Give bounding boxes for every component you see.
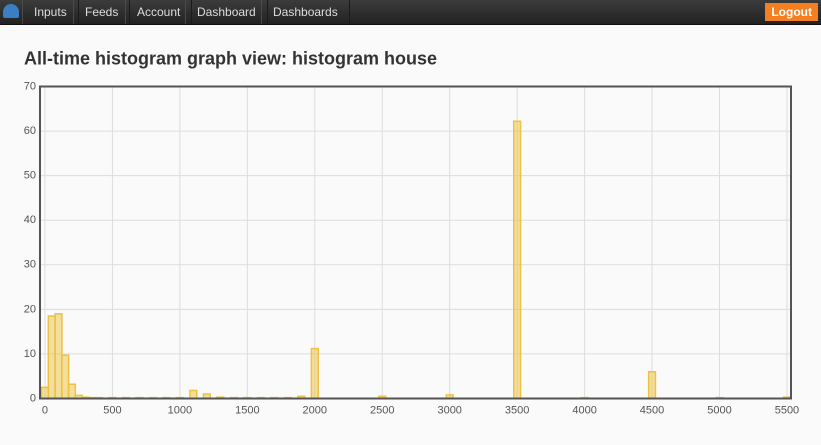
plot-border <box>39 85 792 400</box>
y-tick-label: 60 <box>24 125 36 137</box>
y-tick-label: 30 <box>24 259 36 271</box>
x-tick-label: 500 <box>103 404 121 416</box>
chart: All-time histogram graph view: histogram… <box>24 48 799 416</box>
x-tick-label: 1500 <box>235 404 259 416</box>
x-tick-label: 2000 <box>303 404 327 416</box>
logo[interactable] <box>3 4 19 18</box>
x-tick-label: 5000 <box>707 404 731 416</box>
y-tick-label: 50 <box>24 170 36 182</box>
x-tick-label: 5500 <box>775 404 799 416</box>
nav-bar: Inputs Feeds Account Dashboard Dashboard… <box>0 0 821 25</box>
bar <box>189 389 198 399</box>
x-tick-label: 4500 <box>640 404 664 416</box>
bar <box>647 371 657 399</box>
bar <box>54 313 63 399</box>
y-tick-label: 0 <box>30 392 36 404</box>
y-tick-label: 40 <box>24 214 36 226</box>
nav-item[interactable]: Inputs <box>22 0 79 24</box>
nav-item[interactable]: Dashboard <box>185 0 268 24</box>
x-tick-label: 3000 <box>437 404 461 416</box>
bar <box>67 383 77 399</box>
x-tick-label: 4000 <box>572 404 596 416</box>
y-tick-label: 70 <box>24 80 36 92</box>
bar <box>310 347 319 399</box>
x-tick-label: 0 <box>42 404 48 416</box>
page: Inputs Feeds Account Dashboard Dashboard… <box>0 0 821 417</box>
nav-item[interactable]: Account <box>125 0 193 24</box>
y-tick-label: 20 <box>24 303 36 315</box>
x-tick-label: 3500 <box>505 404 529 416</box>
logout-button[interactable]: Logout <box>765 3 818 21</box>
x-tick-label: 2500 <box>370 404 394 416</box>
bar <box>445 394 454 399</box>
bar <box>47 315 56 399</box>
nav-item[interactable]: Feeds <box>73 0 131 24</box>
nav-item[interactable]: Dashboards <box>261 0 350 24</box>
bar <box>61 354 70 399</box>
bar <box>40 386 50 399</box>
chart-title: All-time histogram graph view: histogram… <box>24 48 437 68</box>
x-tick-label: 1000 <box>168 404 192 416</box>
y-tick-label: 10 <box>24 348 36 360</box>
bar <box>512 120 522 399</box>
